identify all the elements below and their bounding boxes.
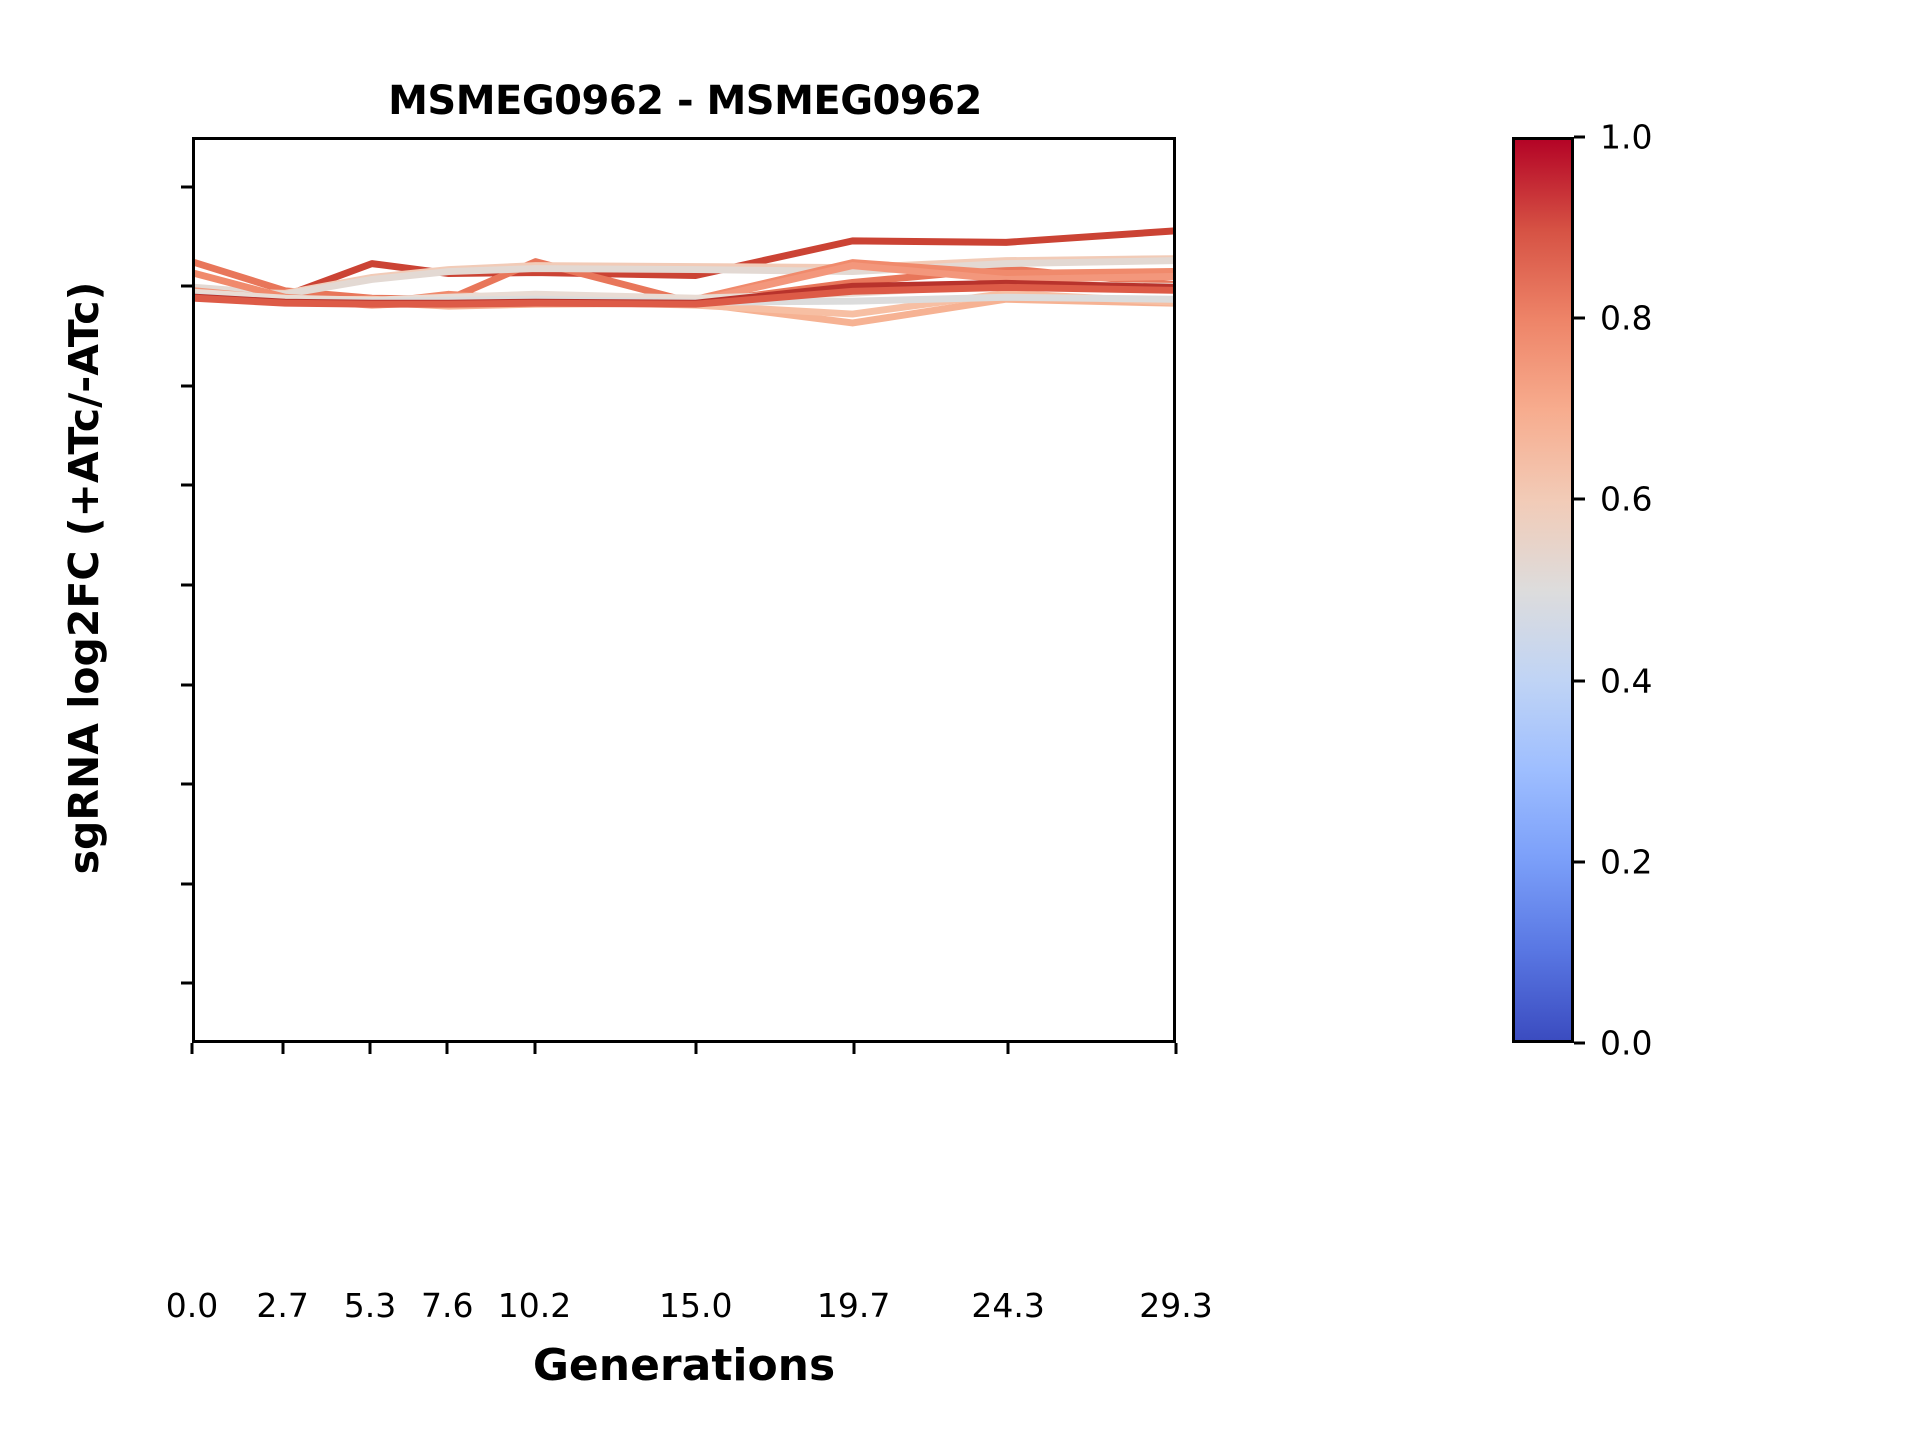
x-tick-mark [852,1043,856,1054]
y-tick-mark [181,284,192,288]
x-tick-mark [694,1043,698,1054]
x-tick-label: 0.0 [165,1286,219,1325]
x-tick-label: 24.3 [971,1286,1045,1325]
x-tick-label: 2.7 [256,1286,309,1325]
y-tick-mark [181,683,192,687]
x-tick-label: 7.6 [420,1286,474,1325]
colorbar-tick-label: 0.0 [1600,1023,1653,1063]
colorbar-tick-mark [1574,316,1585,320]
colorbar-tick-label: 0.6 [1600,479,1653,519]
x-tick-label: 15.0 [659,1286,733,1325]
x-tick-mark [190,1043,194,1054]
colorbar-tick-mark [1574,679,1585,683]
x-tick-label: 29.3 [1139,1286,1213,1325]
y-tick-mark [181,583,192,587]
y-tick-mark [181,782,192,786]
colorbar-tick-mark [1574,497,1585,501]
chart-title: MSMEG0962 - MSMEG0962 [388,78,982,124]
x-tick-mark [533,1043,537,1054]
y-tick-mark [181,981,192,985]
colorbar-tick-label: 0.2 [1600,842,1653,882]
y-tick-mark [181,185,192,189]
colorbar-tick-label: 0.8 [1600,298,1653,338]
colorbar-tick-mark [1574,1041,1585,1045]
y-axis-label: sgRNA log2FC (+ATc/-ATc) [60,281,108,875]
colorbar [1512,137,1574,1043]
colorbar-tick-mark [1574,860,1585,864]
x-tick-mark [1006,1043,1010,1054]
colorbar-tick-mark [1574,135,1585,139]
colorbar-tick-label: 0.4 [1600,661,1653,701]
y-tick-mark [181,384,192,388]
line-series [195,257,1173,298]
line-series-group [195,227,1173,327]
x-tick-mark [281,1043,285,1054]
x-tick-label: 19.7 [816,1286,891,1325]
x-tick-label: 5.3 [343,1286,397,1325]
colorbar-gradient [1512,137,1574,1043]
colorbar-tick-label: 1.0 [1600,117,1653,157]
x-tick-mark [368,1043,372,1054]
x-tick-mark [1174,1043,1178,1054]
plot-area [192,137,1176,1043]
y-tick-mark [181,882,192,886]
x-axis-label: Generations [532,1340,836,1391]
x-tick-mark [445,1043,449,1054]
x-tick-label: 10.2 [497,1286,572,1325]
y-tick-mark [181,483,192,487]
line-series [195,283,1173,308]
